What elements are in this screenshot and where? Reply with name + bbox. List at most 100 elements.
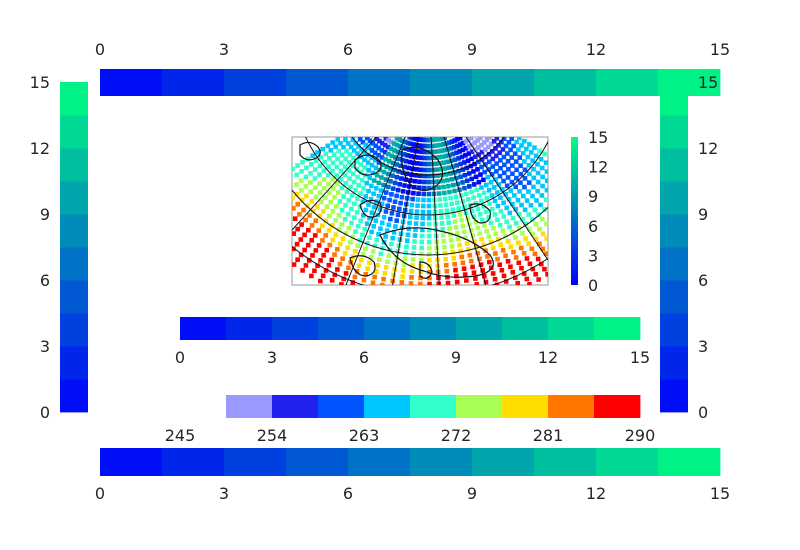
colorbar-right-segment	[660, 313, 688, 347]
colorbar-middle-segment	[272, 317, 319, 340]
map-cell	[332, 195, 337, 200]
colorbar-temperature-tick-label: 245	[165, 426, 196, 445]
map-cell	[452, 188, 457, 194]
colorbar-temperature-tick-label: 254	[257, 426, 288, 445]
map-cell	[481, 177, 486, 183]
map-cell	[413, 173, 419, 178]
map-cell	[530, 266, 536, 272]
map-cell	[535, 188, 540, 194]
colorbar-bottom-segments	[100, 448, 721, 476]
map-cell	[474, 282, 480, 285]
map-cell	[351, 179, 357, 185]
map-cell	[309, 199, 315, 204]
map-cell	[420, 227, 425, 233]
map-cell	[400, 145, 406, 150]
colorbar-temperature-segment	[548, 395, 595, 418]
map-cell	[398, 200, 403, 206]
map-cell	[426, 197, 432, 203]
map-cell	[426, 161, 431, 167]
map-cell	[381, 169, 387, 175]
map-cell	[439, 215, 444, 220]
map-cell	[377, 207, 383, 212]
map-cell	[361, 277, 367, 283]
colorbar-left-tick-label: 3	[40, 337, 50, 356]
map-cell	[486, 151, 492, 157]
map-cell	[398, 163, 403, 169]
map-cell	[523, 236, 528, 241]
colorbar-temperature-tick-label: 290	[625, 426, 656, 445]
colorbar-inset-bar	[571, 137, 578, 285]
map-cell	[442, 147, 448, 153]
map-cell	[483, 279, 489, 285]
map-cell	[545, 271, 548, 277]
map-cell	[390, 160, 396, 166]
map-cell	[383, 190, 389, 195]
map-cell	[498, 195, 503, 200]
map-cell	[462, 172, 468, 178]
map-cell	[317, 163, 323, 169]
map-cell	[488, 240, 494, 245]
colorbar-bottom-segment	[472, 448, 535, 476]
map-cell	[350, 280, 356, 285]
colorbar-right-tick-label: 15	[698, 73, 718, 92]
map-cell	[412, 137, 418, 141]
map-cell	[405, 140, 411, 146]
colorbar-middle-tick-label: 3	[267, 348, 277, 367]
map-cell	[468, 137, 474, 141]
map-cell	[375, 263, 381, 268]
map-cell	[493, 146, 498, 151]
map-cell	[407, 159, 413, 165]
map-cell	[476, 159, 481, 165]
map-cell	[510, 171, 515, 177]
map-cell	[379, 201, 385, 207]
map-cell	[444, 268, 450, 274]
map-cell	[426, 143, 431, 149]
map-cell	[439, 137, 445, 141]
map-cell	[391, 272, 397, 278]
map-cell	[346, 265, 351, 271]
map-cell	[462, 204, 467, 210]
map-cell	[421, 191, 427, 197]
map-cell	[303, 184, 309, 189]
map-cell	[454, 273, 459, 279]
map-cell	[365, 240, 370, 246]
map-cell	[326, 262, 332, 268]
map-cell	[469, 189, 474, 195]
colorbar-middle-segment	[594, 317, 641, 340]
map-cell	[477, 231, 483, 236]
colorbar-temperature-segment	[272, 395, 319, 418]
map-cell	[530, 158, 535, 163]
colorbar-top-segment	[162, 69, 225, 96]
map-cell	[462, 185, 467, 191]
map-cell	[509, 155, 515, 160]
map-cell	[303, 263, 309, 268]
colorbar-inset-tick-label: 6	[588, 217, 598, 236]
map-cell	[421, 185, 427, 191]
map-cell	[463, 139, 469, 144]
map-cell	[370, 280, 376, 285]
colorbar-right-segment	[660, 115, 688, 149]
colorbar-left-segment	[60, 148, 88, 182]
map-cell	[360, 252, 366, 257]
map-cell	[509, 179, 515, 185]
map-cell	[469, 176, 474, 182]
map-cell	[339, 152, 345, 158]
map-cell	[444, 208, 450, 214]
colorbar-middle-segment	[548, 317, 595, 340]
colorbar-top-segment	[596, 69, 659, 96]
colorbar-top-tick-label: 0	[95, 40, 105, 59]
colorbar-right-tick-label: 9	[698, 205, 708, 224]
map-cell	[458, 248, 464, 254]
map-cell	[409, 202, 415, 208]
map-cell	[450, 250, 456, 255]
map-cell	[543, 221, 548, 227]
map-cell	[388, 179, 393, 184]
map-cell	[402, 164, 407, 170]
map-cell	[472, 161, 477, 167]
map-cell	[350, 137, 356, 143]
map-cell	[304, 193, 309, 199]
map-cell	[463, 235, 468, 240]
map-cell	[492, 276, 498, 282]
map-cell	[503, 253, 508, 259]
map-cell	[466, 151, 472, 156]
